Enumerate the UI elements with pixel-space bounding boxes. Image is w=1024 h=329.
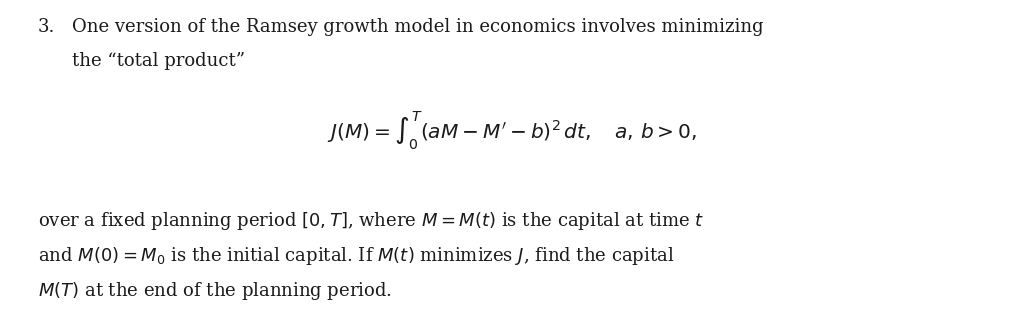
Text: $J(M) = \int_0^T (aM - M' - b)^2\,dt, \quad a,\, b > 0,$: $J(M) = \int_0^T (aM - M' - b)^2\,dt, \q… [327, 110, 697, 152]
Text: over a fixed planning period $[0, T]$, where $M = M(t)$ is the capital at time $: over a fixed planning period $[0, T]$, w… [38, 210, 705, 232]
Text: the “total product”: the “total product” [72, 52, 245, 70]
Text: One version of the Ramsey growth model in economics involves minimizing: One version of the Ramsey growth model i… [72, 18, 764, 36]
Text: $M(T)$ at the end of the planning period.: $M(T)$ at the end of the planning period… [38, 280, 392, 302]
Text: and $M(0) = M_0$ is the initial capital. If $M(t)$ minimizes $J$, find the capit: and $M(0) = M_0$ is the initial capital.… [38, 245, 675, 267]
Text: 3.: 3. [38, 18, 55, 36]
